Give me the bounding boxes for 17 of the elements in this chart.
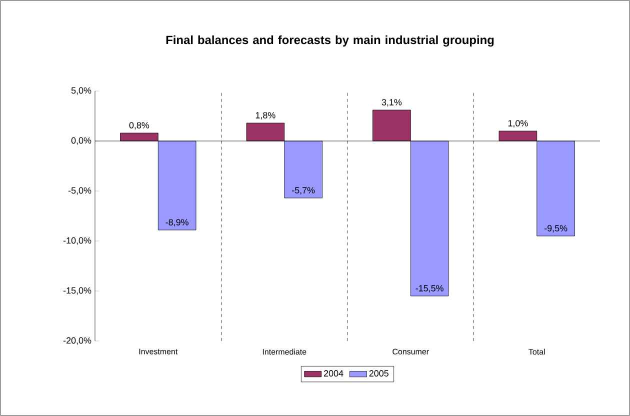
y-tick-label: 0,0% xyxy=(71,137,92,145)
legend-label: 2004 xyxy=(324,370,344,377)
data-label: 0,8% xyxy=(129,122,150,130)
data-label: -8,9% xyxy=(166,219,188,226)
data-label: 1,8% xyxy=(256,112,276,120)
data-label: -15,5% xyxy=(416,285,444,292)
data-label: 1,0% xyxy=(508,120,528,128)
y-tick-label: -5,0% xyxy=(68,187,92,195)
y-tick-label: -15,0% xyxy=(63,287,92,295)
y-tick-label: -10,0% xyxy=(63,237,92,245)
data-label: -5,7% xyxy=(292,187,315,194)
y-tick-label: 5,0% xyxy=(71,87,92,95)
data-label: 3,1% xyxy=(382,99,402,106)
legend-label: 2005 xyxy=(369,370,388,377)
chart-title: Final balances and forecasts by main industrial grouping xyxy=(166,35,494,47)
data-label: -9,5% xyxy=(544,225,568,232)
y-tick-label: -20,0% xyxy=(63,337,92,345)
